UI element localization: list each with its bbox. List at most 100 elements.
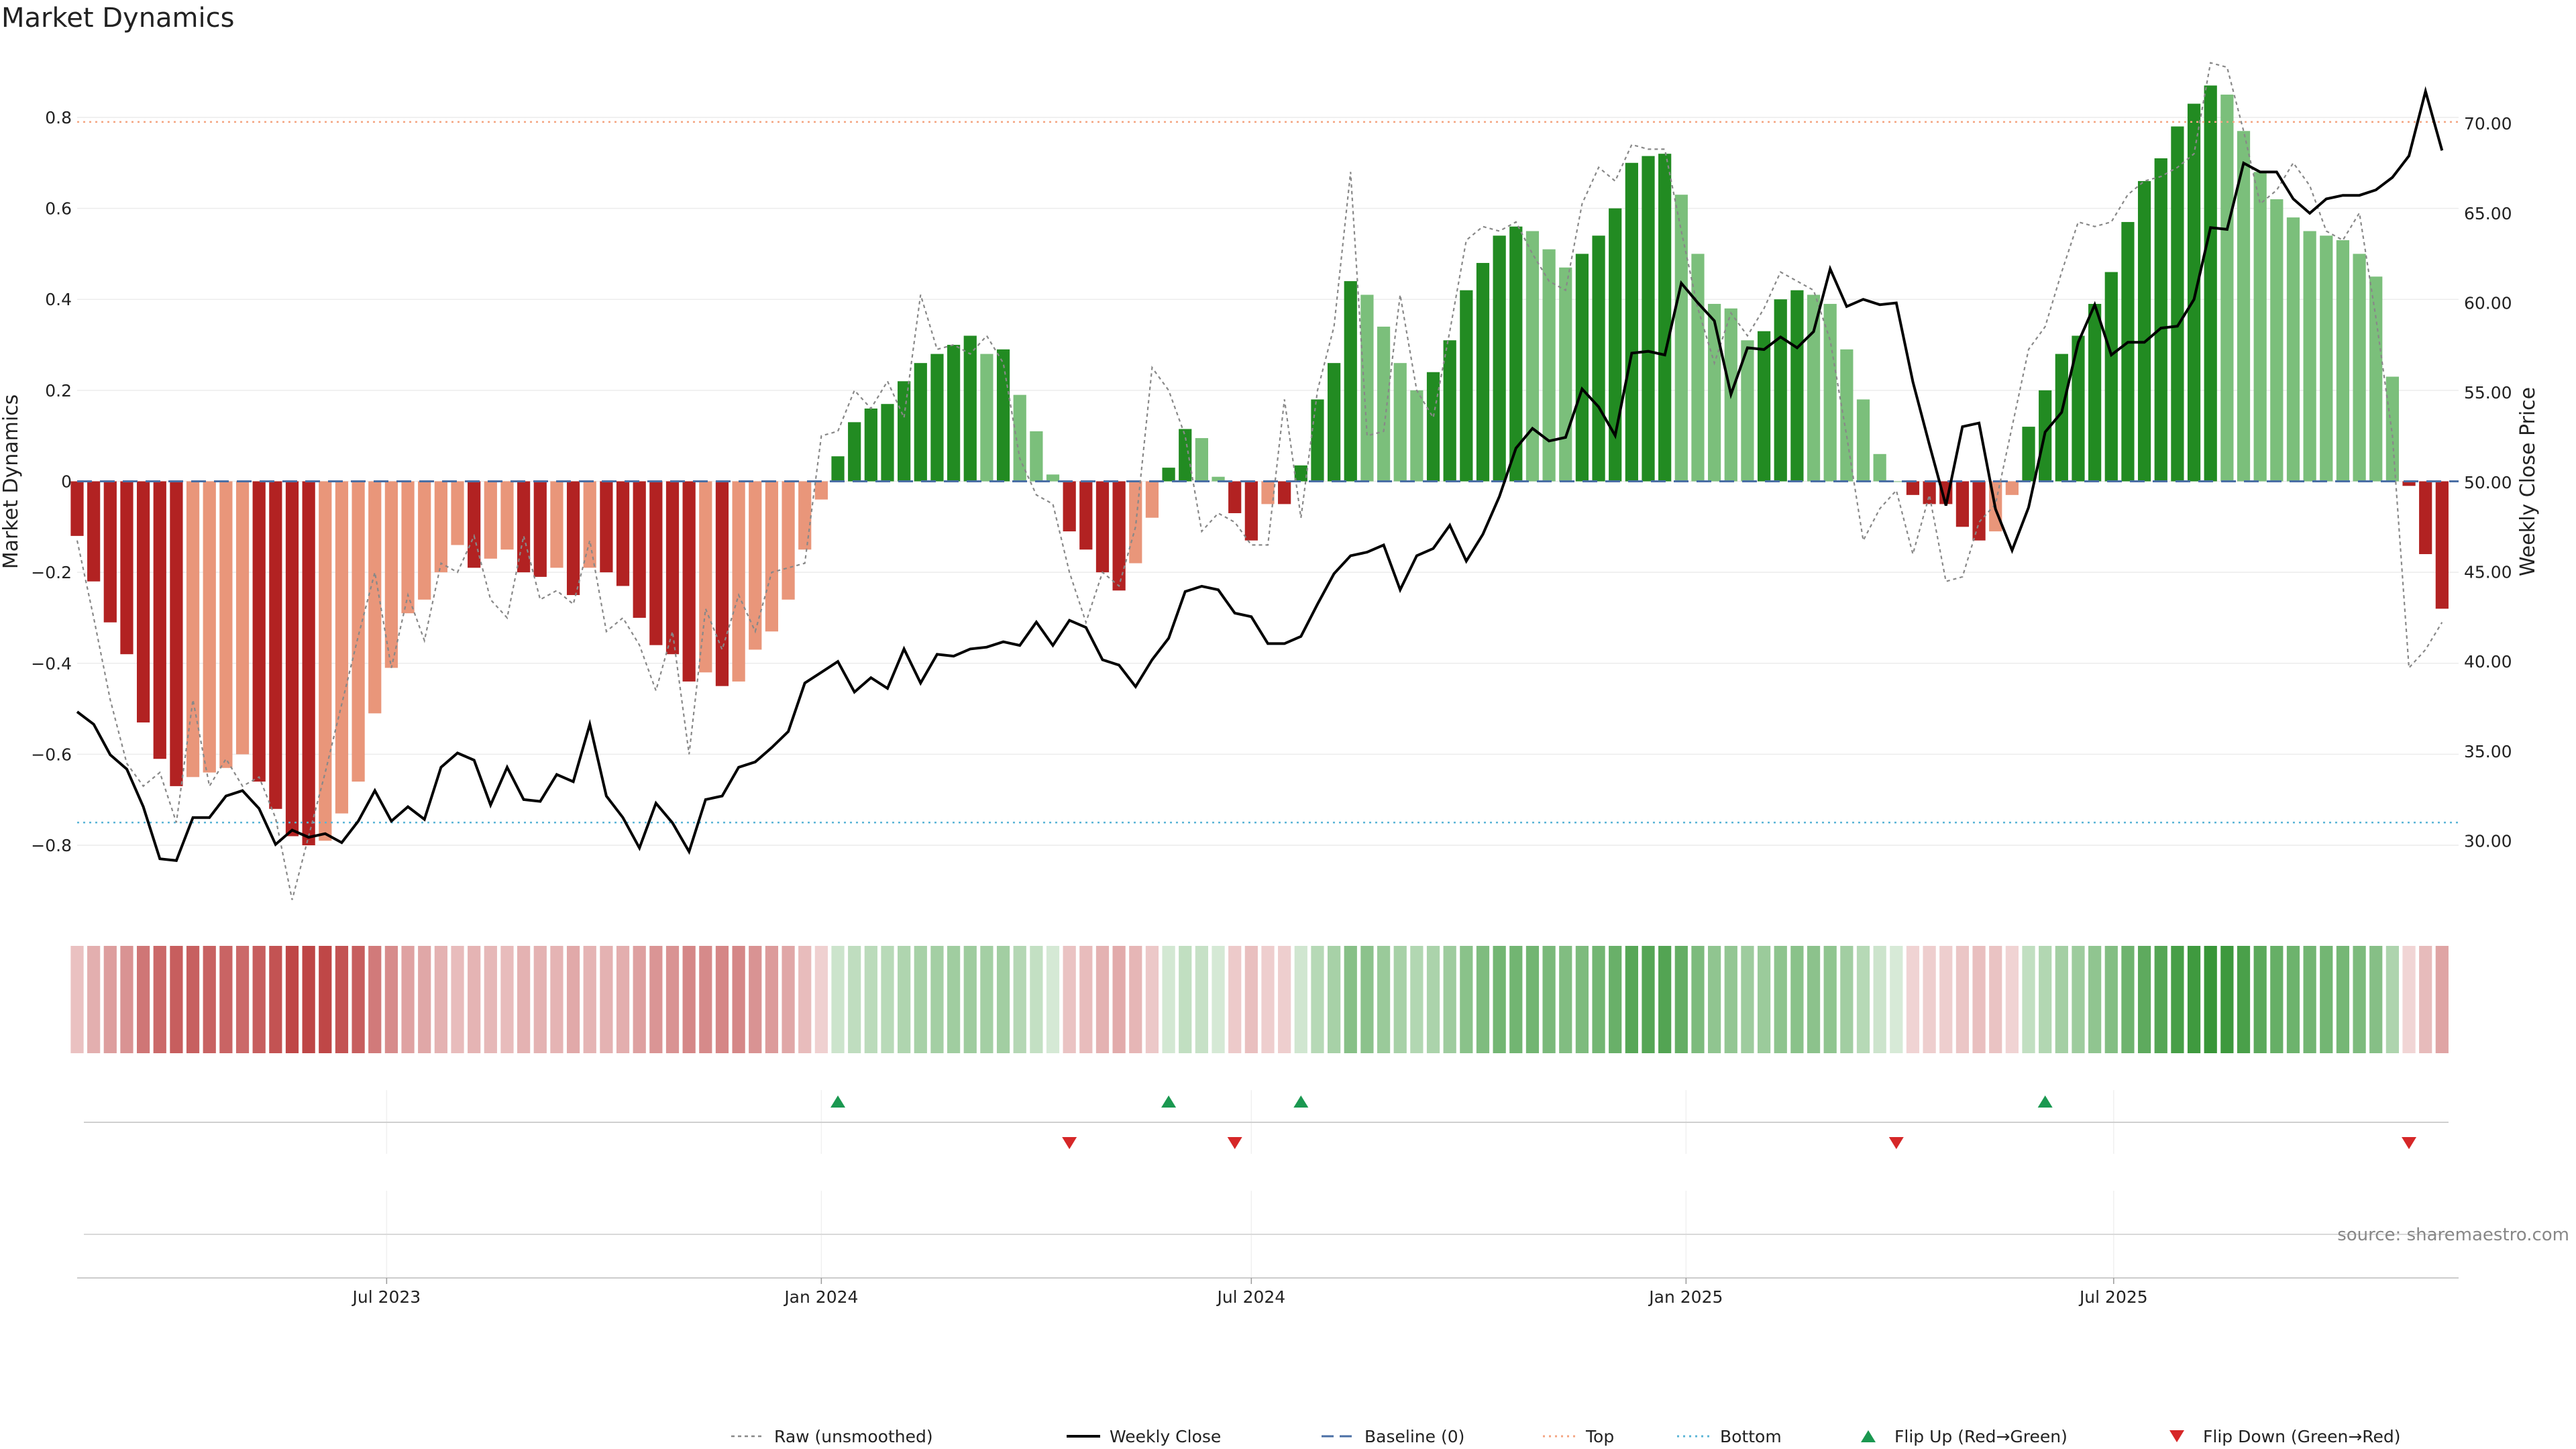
heat-cell <box>1972 946 1986 1053</box>
heat-cell <box>1955 946 1970 1053</box>
md-bar <box>600 481 613 573</box>
heat-cell <box>1923 946 1936 1053</box>
legend-label: Bottom <box>1720 1427 1782 1446</box>
heat-cell <box>1079 946 1093 1053</box>
x-tick-label: Jul 2024 <box>1216 1287 1285 1307</box>
heat-cell <box>2005 946 2019 1053</box>
heat-cell <box>451 946 464 1053</box>
md-bar <box>2402 481 2416 486</box>
heat-cell <box>1592 946 1605 1053</box>
heat-cell <box>996 946 1010 1053</box>
md-bar <box>1575 254 1589 482</box>
md-bar <box>1046 474 1060 482</box>
heat-cell <box>1509 946 1523 1053</box>
y2-tick-label: 50.00 <box>2464 473 2512 492</box>
legend-entry: Top <box>1543 1427 1614 1446</box>
heat-cell <box>864 946 877 1053</box>
md-bar <box>665 481 680 655</box>
md-bar <box>2104 272 2118 482</box>
legend-entry: Weekly Close <box>1067 1427 1221 1446</box>
md-bar <box>566 481 580 596</box>
md-bar <box>1212 476 1225 482</box>
heat-cell <box>1410 946 1424 1053</box>
heat-cell <box>1179 946 1192 1053</box>
md-bar <box>1344 281 1357 482</box>
heat-cell <box>1757 946 1771 1053</box>
md-bar <box>682 481 696 682</box>
heat-cell <box>2402 946 2416 1053</box>
heat-cell <box>1807 946 1821 1053</box>
legend-label: Flip Down (Green→Red) <box>2203 1427 2401 1446</box>
md-bar <box>2369 276 2383 482</box>
heat-cell <box>980 946 994 1053</box>
bar-series <box>70 85 2449 846</box>
md-bar <box>319 481 332 841</box>
md-bar <box>1228 481 1242 513</box>
heat-cell <box>2369 946 2383 1053</box>
heat-cell <box>418 946 431 1053</box>
heat-cell <box>186 946 200 1053</box>
heat-cell <box>1228 946 1242 1053</box>
md-bar <box>2220 95 2234 482</box>
md-bar <box>1840 349 1854 482</box>
heat-cell <box>1344 946 1357 1053</box>
heat-cell <box>2055 946 2068 1053</box>
heat-cell <box>782 946 795 1053</box>
md-bar <box>1476 262 1490 482</box>
y2-tick-label: 40.00 <box>2464 652 2512 672</box>
line-series <box>76 62 2459 900</box>
md-bar <box>1179 429 1192 482</box>
x-tick-label: Jan 2024 <box>783 1287 858 1307</box>
heat-cell <box>235 946 250 1053</box>
heat-cell <box>1162 946 1175 1053</box>
md-bar <box>70 481 84 536</box>
md-bar <box>1195 438 1209 482</box>
md-bar <box>2270 199 2284 482</box>
md-bar <box>153 481 166 759</box>
heat-cell <box>1890 946 1903 1053</box>
heat-cell <box>2039 946 2052 1053</box>
heat-cell <box>1145 946 1159 1053</box>
heat-cell <box>633 946 646 1053</box>
legend-label: Top <box>1585 1427 1614 1446</box>
legend-entry: Bottom <box>1677 1427 1782 1446</box>
legend-swatch <box>1861 1430 1876 1442</box>
y-tick-label: −0.2 <box>31 563 72 582</box>
md-bar <box>1327 363 1341 482</box>
heat-cell <box>401 946 415 1053</box>
heat-cell <box>1939 946 1953 1053</box>
heat-cell <box>881 946 894 1053</box>
md-bar <box>831 456 845 482</box>
heat-cell <box>1823 946 1837 1053</box>
md-bar <box>2072 335 2085 482</box>
heat-cell <box>252 946 266 1053</box>
md-bar <box>1625 162 1638 482</box>
md-bar <box>1542 249 1556 482</box>
md-bar <box>500 481 514 550</box>
legend-entry: Flip Up (Red→Green) <box>1861 1427 2068 1446</box>
legend: Raw (unsmoothed) Weekly Close Baseline (0)… <box>731 1427 2401 1446</box>
heat-cell <box>1856 946 1870 1053</box>
md-bar <box>1509 226 1523 482</box>
heat-cell <box>715 946 729 1053</box>
heat-cell <box>1244 946 1258 1053</box>
md-bar <box>1244 481 1258 541</box>
heat-cell <box>1559 946 1572 1053</box>
legend-swatch <box>2169 1430 2184 1442</box>
md-bar <box>2385 376 2400 482</box>
md-bar <box>1691 254 1705 482</box>
md-bar <box>1030 431 1043 482</box>
md-bar <box>1261 481 1275 504</box>
heat-cell <box>2204 946 2217 1053</box>
heat-cell <box>1741 946 1754 1053</box>
md-bar <box>1708 304 1721 482</box>
heat-cell <box>2336 946 2350 1053</box>
heat-cell <box>749 946 762 1053</box>
heat-cell <box>1046 946 1060 1053</box>
heat-cell <box>384 946 398 1053</box>
flip-down-marker <box>1888 1137 1904 1149</box>
md-bar <box>1013 394 1026 482</box>
y2-tick-label: 65.00 <box>2464 204 2512 223</box>
md-bar <box>2253 172 2267 482</box>
